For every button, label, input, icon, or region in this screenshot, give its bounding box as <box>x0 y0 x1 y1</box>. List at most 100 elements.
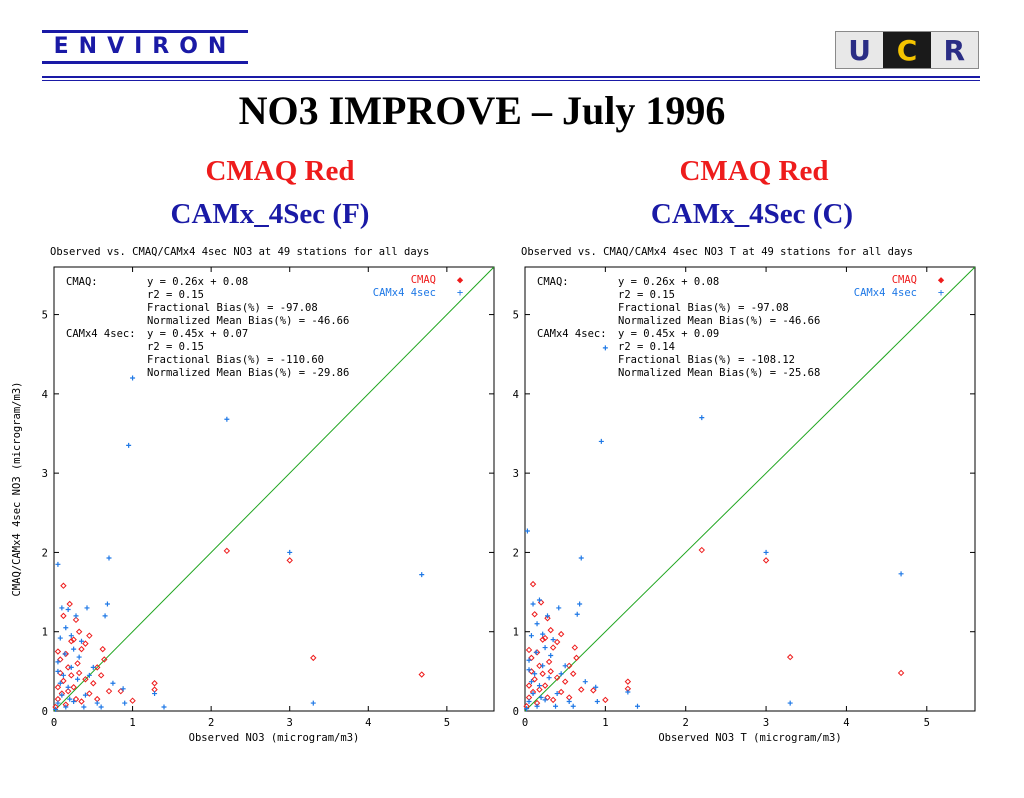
camx-point <box>57 635 63 641</box>
cmaq-point <box>151 680 158 687</box>
cmaq-point <box>547 626 554 634</box>
y-tick-label: 5 <box>513 310 519 322</box>
cmaq-point <box>60 582 67 589</box>
camx-point <box>562 663 568 669</box>
chart-title: Observed vs. CMAQ/CAMx4 4sec NO3 T at 49… <box>521 246 913 258</box>
camx-point <box>75 676 81 682</box>
one-to-one-line <box>524 266 976 712</box>
cmaq-point <box>561 678 569 685</box>
stats-value: y = 0.45x + 0.09 <box>618 328 719 340</box>
stats-value: Normalized Mean Bias(%) = -29.86 <box>147 367 349 379</box>
stats-value: r2 = 0.15 <box>147 341 204 353</box>
cmaq-point <box>78 645 85 653</box>
camx-point <box>65 607 71 613</box>
camx-point <box>545 613 550 619</box>
cmaq-point <box>54 648 62 655</box>
left-panel-line1: CMAQ Red <box>205 155 355 187</box>
camx-point <box>60 672 66 678</box>
cmaq-point <box>533 649 541 656</box>
cmaq-point <box>786 653 794 661</box>
right-panel-line2: CAMx_4Sec (C) <box>650 198 854 230</box>
environ-logo-text: ENVIRON <box>53 34 237 59</box>
camx-point <box>55 668 61 674</box>
camx-point <box>550 637 556 643</box>
cmaq-point <box>75 628 83 635</box>
stats-value: r2 = 0.15 <box>147 289 204 301</box>
camx-point <box>55 700 61 706</box>
camx-point <box>110 680 116 686</box>
cmaq-point <box>97 672 105 679</box>
cmaq-point <box>105 687 113 695</box>
ucr-logo: U C R <box>835 31 979 69</box>
camx-point <box>79 638 84 644</box>
camx-point <box>120 686 126 692</box>
camx-point <box>578 555 584 561</box>
camx-point <box>94 700 100 706</box>
camx-point <box>530 601 536 607</box>
camx-point <box>130 375 136 381</box>
stats-value: y = 0.26x + 0.08 <box>618 276 719 288</box>
cmaq-point <box>68 638 75 645</box>
cmaq-point <box>90 680 97 687</box>
cmaq-point <box>99 645 106 653</box>
cmaq-point <box>525 646 533 654</box>
x-tick-label: 3 <box>763 717 769 729</box>
legend-cmaq-label: CMAQ <box>892 274 917 286</box>
cmaq-point <box>897 669 905 677</box>
camx-point <box>526 698 532 704</box>
cmaq-point <box>549 696 557 704</box>
camx-point <box>593 684 599 690</box>
cmaq-point <box>64 687 72 695</box>
camx-point <box>76 654 82 660</box>
legend-cmaq-marker: ◆ <box>457 274 464 286</box>
x-tick-label: 1 <box>129 717 135 729</box>
camx-point <box>534 621 540 627</box>
cmaq-point <box>72 695 80 703</box>
camx-point <box>310 700 316 706</box>
cmaq-point <box>86 690 93 697</box>
cmaq-point <box>547 668 554 675</box>
x-tick-label: 5 <box>444 717 450 729</box>
legend-camx-marker: + <box>938 287 944 299</box>
cmaq-point <box>536 662 543 670</box>
camx-point <box>526 657 532 663</box>
camx-point <box>62 651 68 657</box>
y-tick-label: 0 <box>42 706 48 718</box>
stats-value: r2 = 0.15 <box>618 289 675 301</box>
camx-point <box>224 416 230 422</box>
camx-point <box>104 601 110 607</box>
y-tick-label: 0 <box>513 706 519 718</box>
cmaq-point <box>557 688 565 696</box>
camx-point <box>598 438 604 444</box>
camx-point <box>122 700 128 706</box>
cmaq-point <box>223 547 231 555</box>
camx-point <box>86 672 92 678</box>
x-tick-label: 5 <box>924 717 930 729</box>
cmaq-point <box>541 682 549 689</box>
cmaq-point <box>578 686 585 693</box>
camx-point <box>73 613 79 619</box>
cmaq-point <box>565 662 573 670</box>
cmaq-point <box>78 698 85 705</box>
camx-point <box>534 703 540 709</box>
camx-point <box>524 528 530 534</box>
camx-point <box>67 696 73 702</box>
cmaq-point <box>57 669 64 677</box>
stats-label: CAMx4 4sec: <box>537 328 607 340</box>
camx-point <box>787 700 793 706</box>
camx-point <box>536 683 542 689</box>
camx-point <box>524 706 530 712</box>
legend-camx-label: CAMx4 4sec <box>854 287 917 299</box>
y-axis-label: CMAQ/CAMx4 4sec NO3 (microgram/m3) <box>11 382 23 597</box>
camx-point <box>533 649 539 655</box>
scatter-plot-left: Observed vs. CMAQ/CAMx4 4sec NO3 at 49 s… <box>11 246 495 744</box>
cmaq-point <box>698 546 705 554</box>
camx-point <box>556 605 562 611</box>
ucr-logo-u: U <box>836 32 884 68</box>
stats-value: Fractional Bias(%) = -108.12 <box>618 354 795 366</box>
cmaq-point <box>60 612 67 620</box>
camx-point <box>81 704 87 710</box>
stats-value: Normalized Mean Bias(%) = -46.66 <box>618 315 820 327</box>
x-tick-label: 4 <box>843 717 849 729</box>
camx-point <box>287 549 293 555</box>
